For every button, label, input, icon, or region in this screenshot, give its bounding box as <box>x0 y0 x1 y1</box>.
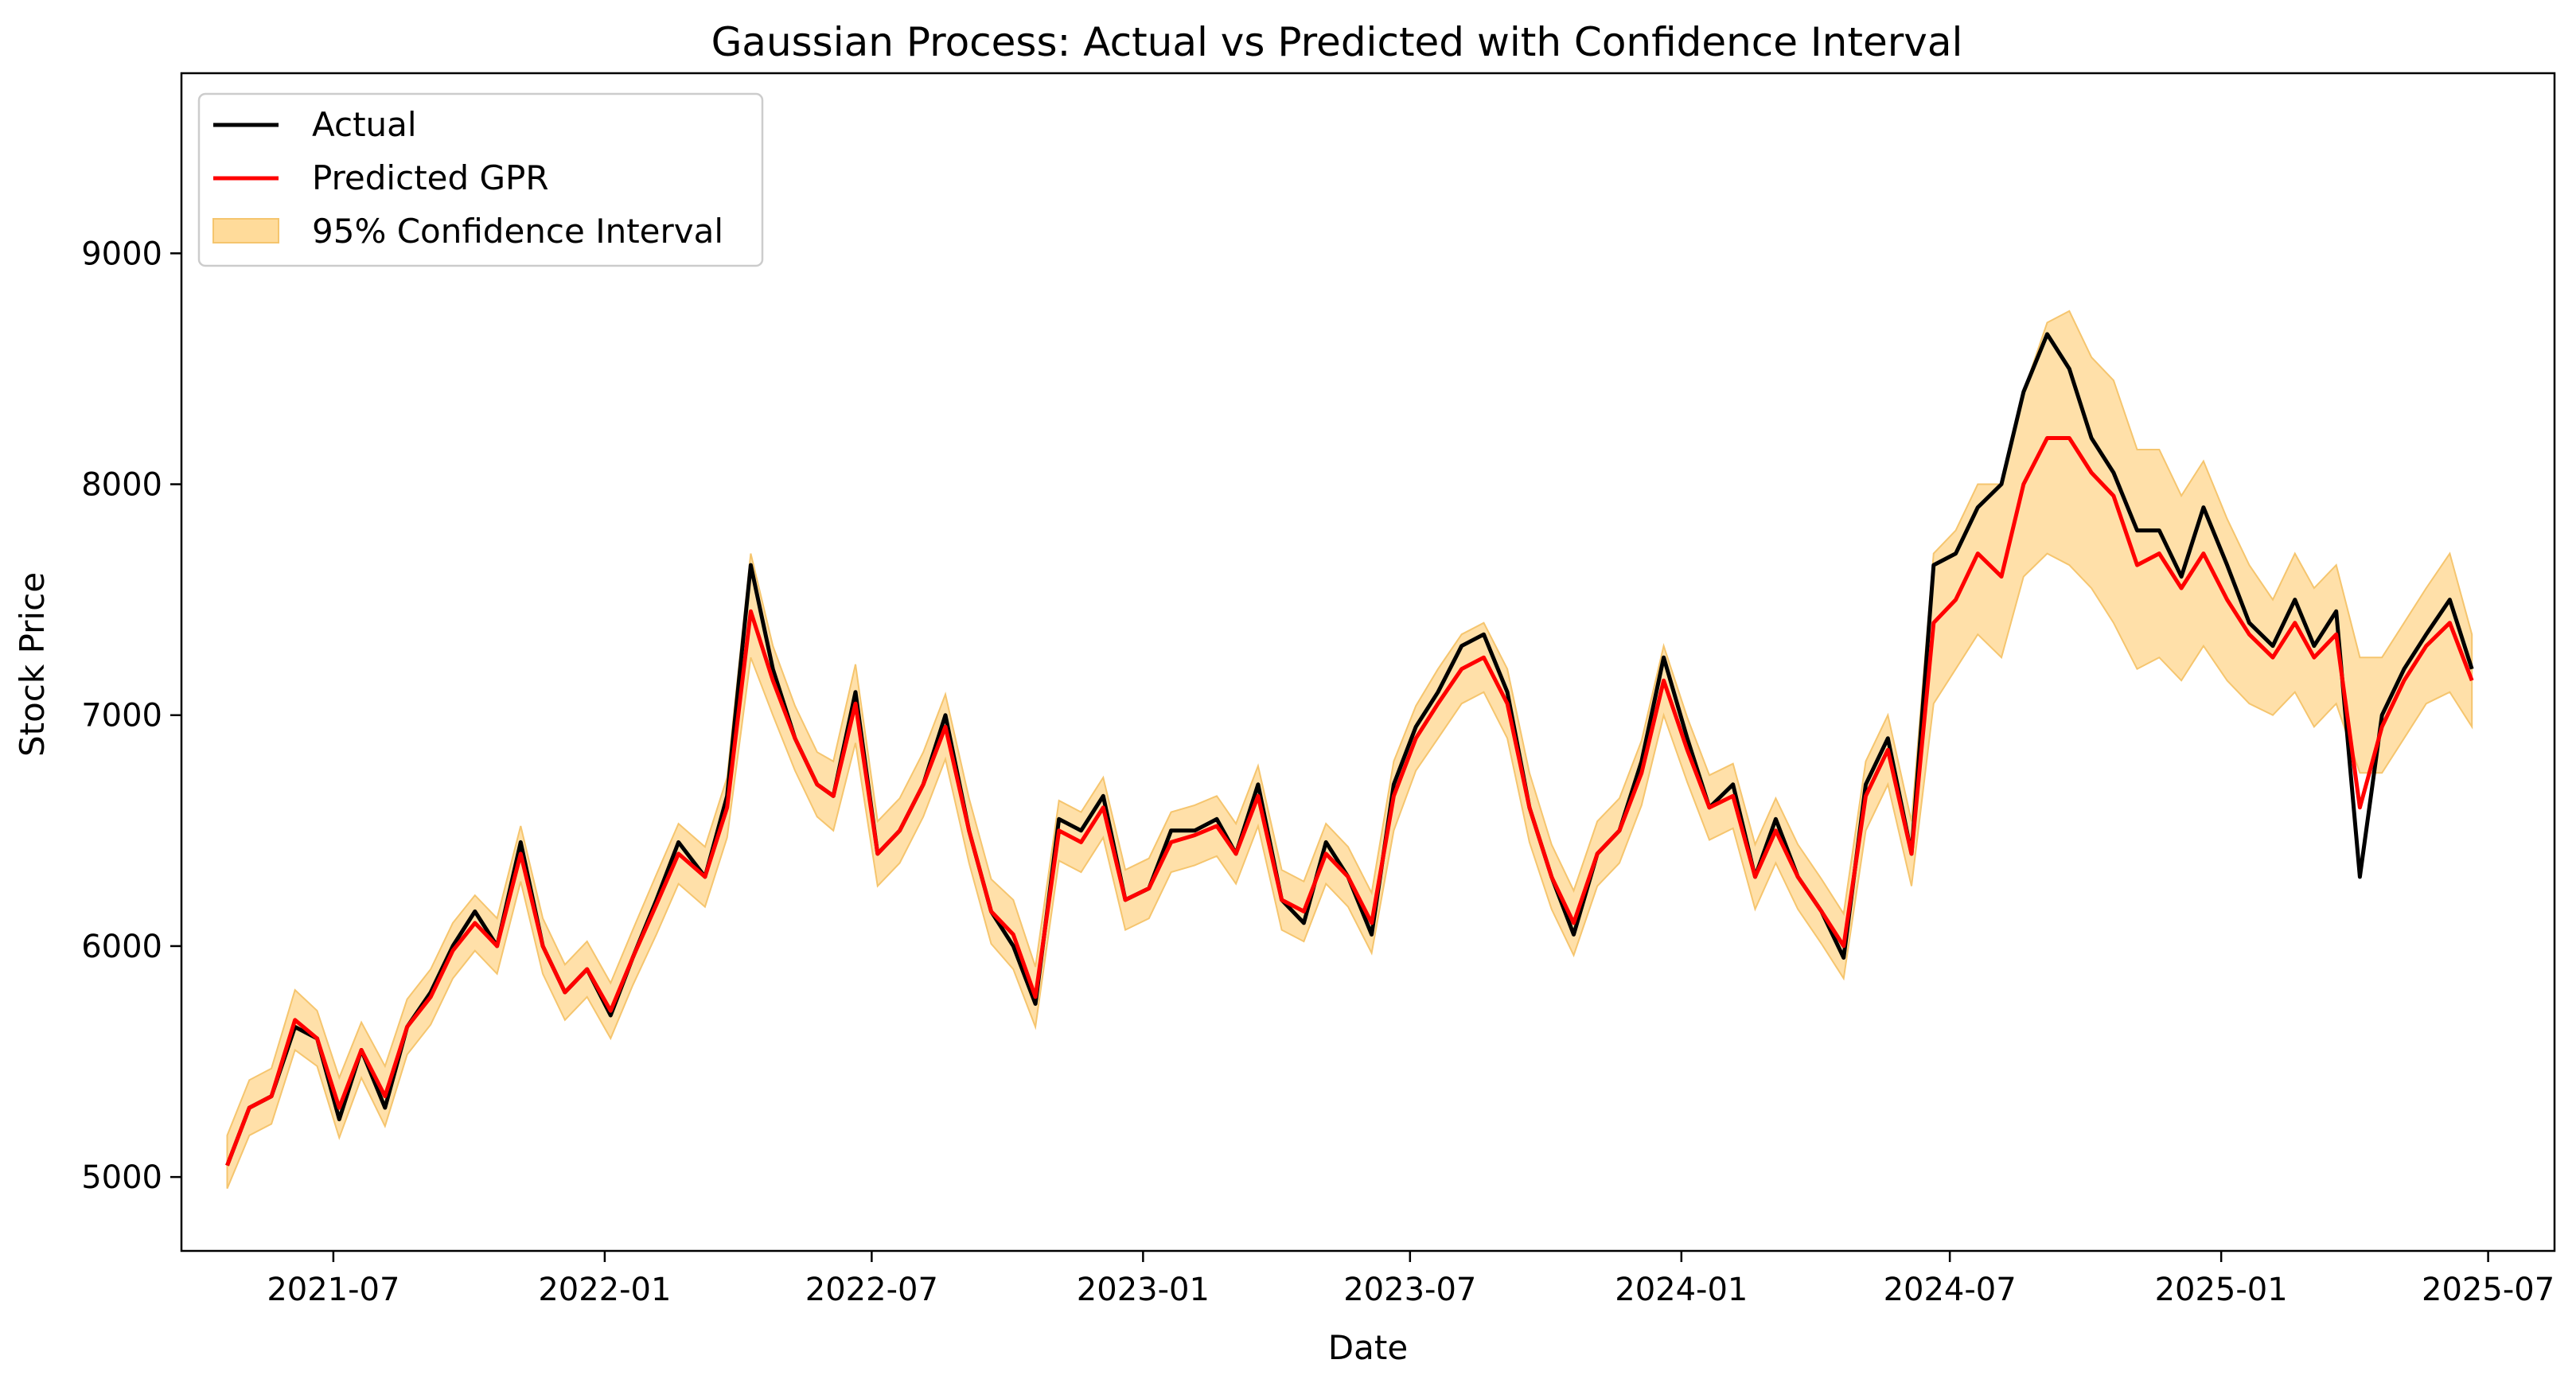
x-tick-label: 2022-01 <box>538 1272 671 1308</box>
predicted-series-line <box>225 436 2474 1167</box>
y-tick-label: 6000 <box>81 929 162 965</box>
y-axis-title: Stock Price <box>13 572 52 757</box>
x-tick-label: 2024-01 <box>1615 1272 1748 1308</box>
x-axis-title: Date <box>1328 1328 1408 1367</box>
legend-actual-label: Actual <box>312 105 417 144</box>
x-tick-label: 2025-01 <box>2155 1272 2288 1308</box>
y-axis: 5000 6000 7000 8000 9000 <box>81 236 181 1196</box>
legend-ci-swatch <box>212 218 279 243</box>
y-tick-label: 5000 <box>81 1159 162 1196</box>
x-tick-label: 2023-07 <box>1343 1272 1476 1308</box>
y-tick-label: 9000 <box>81 236 162 272</box>
legend-box <box>197 92 764 267</box>
legend-predicted-label: Predicted GPR <box>312 158 549 197</box>
x-tick-label: 2025-07 <box>2422 1272 2555 1308</box>
confidence-interval-band <box>226 310 2473 1189</box>
y-tick-label: 7000 <box>81 698 162 734</box>
plot-frame <box>180 72 2556 1252</box>
x-tick-label: 2023-01 <box>1077 1272 1210 1308</box>
x-axis: 2021-07 2022-01 2022-07 2023-01 2023-07 2024-… <box>267 1251 2555 1308</box>
legend-ci-label: 95% Confidence Interval <box>312 212 723 251</box>
legend: Actual Predicted GPR 95% Confidence Inte… <box>197 92 764 267</box>
x-tick-label: 2021-07 <box>267 1272 399 1308</box>
y-tick-label: 8000 <box>81 467 162 504</box>
plot-area <box>225 310 2474 1189</box>
chart-title: Gaussian Process: Actual vs Predicted wi… <box>711 19 1963 65</box>
x-tick-label: 2022-07 <box>805 1272 938 1308</box>
x-tick-label: 2024-07 <box>1884 1272 2017 1308</box>
